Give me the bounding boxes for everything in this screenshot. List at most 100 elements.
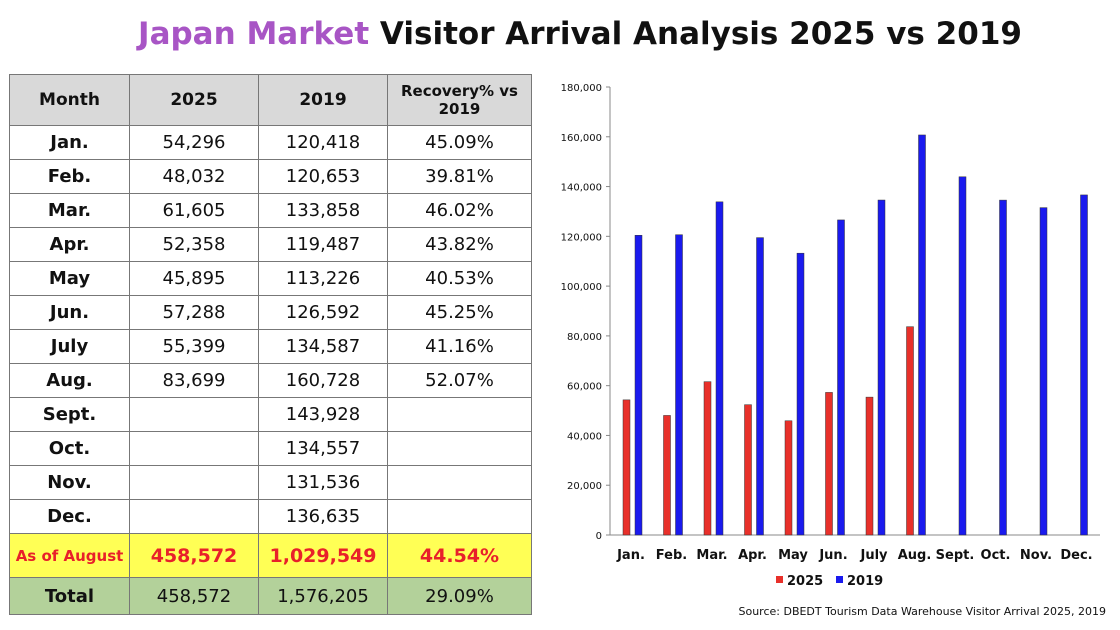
month-cell: Oct. [9,431,130,466]
value-2025-cell: 55,399 [129,329,259,364]
value-2019-cell: 160,728 [258,363,388,398]
value-2025-cell: 48,032 [129,159,259,194]
recovery-cell: 45.25% [387,295,532,330]
month-cell: Apr. [9,227,130,262]
y-tick-label: 120,000 [561,232,602,243]
title-highlight: Japan Market [138,16,370,52]
total-row: Total 458,572 1,576,205 29.09% [9,577,532,615]
y-tick-label: 140,000 [561,183,602,194]
bar-2019-Nov. [1039,207,1048,536]
y-tick-label: 0 [596,531,602,542]
value-2025-cell [129,465,259,500]
x-tick-label: May [778,548,808,563]
x-tick-label: Mar. [696,548,727,563]
bar-2025-Apr. [744,404,752,536]
month-cell: Nov. [9,465,130,500]
x-tick-label: Feb. [656,548,687,563]
bar-2019-Oct. [999,199,1007,536]
y-tick-label: 180,000 [561,83,602,94]
recovery-cell: 29.09% [387,577,532,615]
table-row: Mar. 61,605 133,858 46.02% [9,193,532,228]
value-2019-cell: 1,576,205 [258,577,388,615]
x-tick-label: Oct. [981,548,1011,563]
value-2025-cell: 61,605 [129,193,259,228]
value-2025-cell [129,397,259,432]
value-2019-cell: 126,592 [258,295,388,330]
x-tick-label: Nov. [1020,548,1052,563]
table-row: Feb. 48,032 120,653 39.81% [9,159,532,194]
bar-2019-Apr. [756,237,764,536]
bar-2025-July [865,396,874,536]
value-2019-cell: 136,635 [258,499,388,534]
legend-label: 2025 [787,574,823,589]
x-tick-label: July [859,548,888,563]
bar-2025-May [784,420,793,536]
value-2019-cell: 134,557 [258,431,388,466]
table-row: Oct. 134,557 [9,431,532,466]
bar-2019-May [796,252,805,536]
x-tick-label: Apr. [738,548,767,563]
bar-2019-Sept. [958,176,967,536]
value-2025-cell: 52,358 [129,227,259,262]
x-tick-label: Aug. [898,548,932,563]
month-cell: Jun. [9,295,130,330]
x-tick-label: Jun. [818,548,847,563]
source-note: Source: DBEDT Tourism Data Warehouse Vis… [738,605,1106,618]
as-of-august-row: As of August 458,572 1,029,549 44.54% [9,533,532,578]
header-recovery: Recovery% vs 2019 [387,74,532,126]
table-row: Jan. 54,296 120,418 45.09% [9,125,532,160]
bar-2019-July [877,199,886,536]
bar-2019-Dec. [1080,194,1088,536]
arrivals-table: Month 2025 2019 Recovery% vs 2019 Jan. 54… [9,74,532,615]
month-cell: Dec. [9,499,130,534]
month-cell: Mar. [9,193,130,228]
month-cell: Feb. [9,159,130,194]
month-cell: Aug. [9,363,130,398]
month-cell: Sept. [9,397,130,432]
y-tick-label: 100,000 [561,282,602,293]
value-2019-cell: 113,226 [258,261,388,296]
table-row: July 55,399 134,587 41.16% [9,329,532,364]
recovery-cell [387,465,532,500]
table-header: Month 2025 2019 Recovery% vs 2019 [9,74,532,126]
bar-2019-Jan. [634,235,643,536]
value-2019-cell: 133,858 [258,193,388,228]
recovery-cell [387,431,532,466]
recovery-cell [387,397,532,432]
month-cell: May [9,261,130,296]
y-tick-label: 160,000 [561,133,602,144]
recovery-cell: 52.07% [387,363,532,398]
recovery-cell: 40.53% [387,261,532,296]
bar-2019-Aug. [918,134,926,536]
y-tick-label: 20,000 [567,481,602,492]
table-row: Dec. 136,635 [9,499,532,534]
value-2019-cell: 1,029,549 [258,533,388,578]
bar-2019-Jun. [837,219,845,536]
month-cell: July [9,329,130,364]
value-2025-cell: 458,572 [129,577,259,615]
table-row: Nov. 131,536 [9,465,532,500]
bar-2019-Mar. [715,201,724,536]
page-title: Japan Market Visitor Arrival Analysis 20… [0,16,1120,52]
title-rest: Visitor Arrival Analysis 2025 vs 2019 [369,16,1022,52]
value-2025-cell: 458,572 [129,533,259,578]
y-tick-label: 60,000 [567,382,602,393]
x-tick-label: Dec. [1060,548,1092,563]
header-2019: 2019 [258,74,388,126]
value-2025-cell: 45,895 [129,261,259,296]
y-tick-label: 40,000 [567,431,602,442]
value-2019-cell: 134,587 [258,329,388,364]
bar-chart: 0 20,000 40,000 60,000 80,000 100,000 120,000 1… [561,83,1100,589]
recovery-cell: 39.81% [387,159,532,194]
value-2025-cell [129,431,259,466]
recovery-cell: 45.09% [387,125,532,160]
value-2019-cell: 131,536 [258,465,388,500]
recovery-cell: 46.02% [387,193,532,228]
header-month: Month [9,74,130,126]
recovery-cell [387,499,532,534]
recovery-cell: 41.16% [387,329,532,364]
table-row: Jun. 57,288 126,592 45.25% [9,295,532,330]
value-2025-cell [129,499,259,534]
bar-2025-Aug. [906,326,914,536]
bar-2025-Jun. [825,392,833,536]
